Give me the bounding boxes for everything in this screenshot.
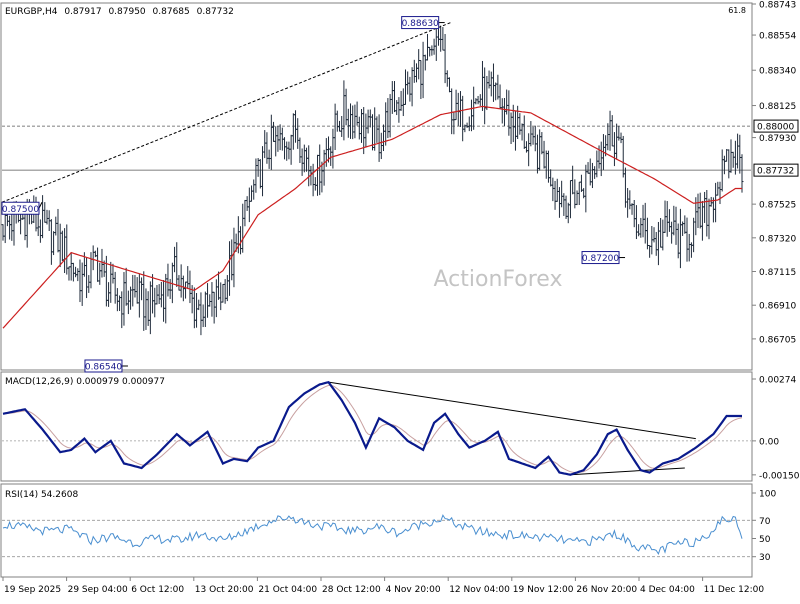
price-tick-label: 0.88340 — [759, 67, 796, 77]
price-tick-label: 0.86705 — [759, 335, 796, 345]
price-tick-label: 0.87115 — [759, 268, 796, 278]
annotation-box — [84, 359, 123, 373]
price-tick-label: 0.87320 — [759, 234, 796, 244]
time-tick-label: 29 Sep 04:00 — [68, 585, 128, 595]
symbol-label: EURGBP,H4 — [5, 7, 58, 17]
macd-trendline-0 — [328, 381, 696, 440]
macd-trendlines — [328, 381, 696, 476]
price-bar — [740, 154, 744, 193]
price-header: EURGBP,H4 0.87917 0.87950 0.87685 0.8773… — [5, 7, 234, 17]
annotation-label: 0.86540 — [85, 363, 122, 373]
time-tick-label: 28 Oct 12:00 — [322, 585, 381, 595]
time-tick-label: 12 Nov 04:00 — [449, 585, 510, 595]
annotation-label: 0.88630 — [402, 19, 439, 29]
price-annotation: 0.87500 — [1, 201, 43, 215]
time-tick-label: 21 Oct 04:00 — [258, 585, 317, 595]
macd-tick-label: 0.00 — [759, 437, 779, 447]
price-annotations: 0.87500 0.86540 0.88630 0.87200 — [1, 16, 626, 373]
annotation-box — [581, 251, 620, 265]
macd-line — [2, 380, 742, 476]
level-tag-label: 0.87732 — [757, 167, 794, 177]
annotation-box — [1, 201, 40, 215]
price-bars — [1, 23, 744, 336]
time-tick-label: 11 Dec 12:00 — [704, 585, 765, 595]
rsi-axis: 100 70 50 30 — [751, 484, 776, 577]
time-axis: 19 Sep 2025 29 Sep 04:00 6 Oct 12:00 13 Oct… — [2, 577, 765, 595]
time-tick-label: 4 Nov 20:00 — [386, 585, 441, 595]
dotted-trendline — [1, 22, 451, 203]
moving-average-line — [2, 105, 742, 329]
price-tick-label: 0.86910 — [759, 302, 796, 312]
price-tick-label: 0.87930 — [759, 134, 796, 144]
price-tick-label: 0.88743 — [759, 1, 796, 11]
price-tick-label: 0.88554 — [759, 32, 796, 42]
high-value: 0.87950 — [108, 7, 145, 17]
price-annotation: 0.87200 — [581, 251, 626, 265]
time-tick-label: 19 Sep 2025 — [4, 585, 61, 595]
time-tick-label: 4 Dec 04:00 — [640, 585, 695, 595]
rsi-header: RSI(14) 54.2608 — [5, 490, 78, 500]
rsi-line — [2, 514, 743, 556]
watermark: ActionForex — [434, 267, 563, 292]
macd-trendline-1 — [570, 467, 685, 476]
price-annotation: 0.88630 — [401, 16, 445, 30]
time-tick-label: 19 Nov 12:00 — [513, 585, 574, 595]
price-grid — [2, 125, 751, 171]
macd-tick-label: -0.001505 — [759, 471, 800, 481]
price-annotation: 0.86540 — [84, 359, 128, 373]
low-value: 0.87685 — [153, 7, 190, 17]
rsi-tick-label: 30 — [759, 553, 771, 563]
rsi-tick-label: 100 — [759, 490, 776, 500]
close-value: 0.87732 — [197, 7, 234, 17]
level-tag-label: 0.88000 — [757, 123, 794, 133]
level-price-tag: 0.87732 — [753, 163, 799, 177]
corner-label: 61.8 — [728, 6, 746, 15]
price-tick-label: 0.88125 — [759, 102, 796, 112]
annotation-label: 0.87500 — [2, 205, 39, 215]
level-tag-box — [753, 119, 799, 133]
time-tick-label: 6 Oct 12:00 — [131, 585, 184, 595]
annotation-box — [401, 16, 440, 30]
level-price-tag: 0.88000 — [753, 119, 799, 133]
open-value: 0.87917 — [64, 7, 101, 17]
macd-header: MACD(12,26,9) 0.000979 0.000977 — [5, 377, 165, 387]
macd-tick-label: 0.00274 — [759, 376, 796, 386]
macd-axis: 0.00274 0.00 -0.001505 — [751, 372, 800, 481]
rsi-tick-label: 70 — [759, 517, 771, 527]
annotation-label: 0.87200 — [582, 254, 619, 264]
price-tick-label: 0.87525 — [759, 201, 796, 211]
price-trendline — [1, 22, 451, 203]
price-axis: 0.88743 0.88554 0.88340 0.88125 0.87930 0.875… — [751, 1, 799, 370]
level-tag-box — [753, 163, 799, 177]
rsi-tick-label: 50 — [759, 535, 771, 545]
time-tick-label: 13 Oct 20:00 — [195, 585, 254, 595]
time-tick-label: 26 Nov 20:00 — [576, 585, 637, 595]
